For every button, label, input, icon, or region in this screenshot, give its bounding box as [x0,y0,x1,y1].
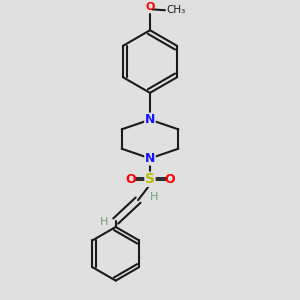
Text: N: N [145,113,155,126]
Text: O: O [164,173,175,186]
Text: S: S [145,172,155,186]
Text: N: N [145,152,155,165]
Text: CH₃: CH₃ [167,5,186,15]
Text: O: O [125,173,136,186]
Text: H: H [100,218,108,227]
Text: O: O [145,2,155,12]
Text: H: H [150,192,158,202]
